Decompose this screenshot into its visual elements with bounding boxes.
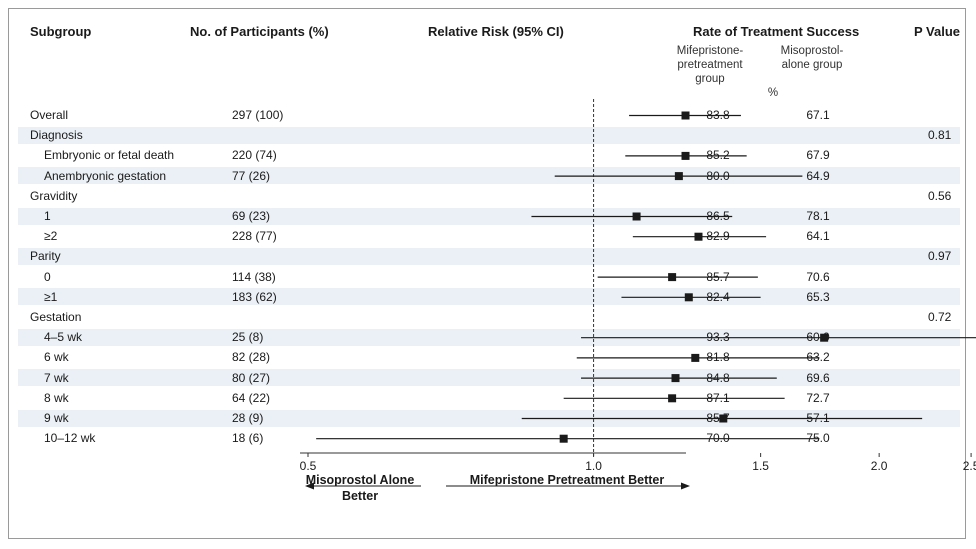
row-label: 0 [44, 269, 51, 284]
header-group2: Misoprostol-alone group [780, 45, 844, 71]
row-rate-misoprostol: 64.1 [806, 229, 830, 244]
row-participants: 25 (8) [232, 330, 264, 345]
right-favors-label: Mifepristone Pretreatment Better [469, 473, 665, 487]
row-rate-misoprostol: 72.7 [806, 390, 830, 405]
row-shading [18, 126, 960, 144]
header-relative-risk: Relative Risk (95% CI) [428, 24, 564, 39]
point-estimate [668, 273, 677, 282]
tick-label: 2.5 [963, 459, 976, 473]
point-estimate [681, 151, 690, 160]
row-participants: 114 (38) [232, 269, 276, 284]
row-pvalue: 0.56 [928, 188, 952, 203]
point-estimate [684, 293, 693, 302]
header-percent: % [767, 87, 779, 99]
point-estimate [820, 333, 829, 342]
row-rate-misoprostol: 78.1 [806, 209, 830, 223]
header-rate: Rate of Treatment Success [693, 24, 860, 39]
row-label: Parity [30, 249, 61, 264]
row-shading [18, 288, 960, 306]
row-participants: 220 (74) [232, 148, 277, 163]
left-arrow-head [305, 482, 314, 490]
figure-frame [8, 8, 966, 539]
x-axis-ticks: 0.51.01.52.02.53.0 [300, 453, 976, 473]
point-estimate [694, 232, 703, 241]
left-favors-label: Misoprostol Alone Better [305, 473, 415, 503]
row-shading [18, 369, 960, 387]
tick-label: 1.0 [585, 459, 602, 473]
row-label: 8 wk [44, 390, 69, 405]
row-label: 4–5 wk [44, 330, 83, 345]
row-label: 1 [44, 209, 51, 223]
row-participants: 297 (100) [232, 108, 284, 122]
header-participants: No. of Participants (%) [190, 24, 329, 39]
direction-arrows [305, 482, 690, 490]
row-rate-misoprostol: 64.9 [806, 168, 830, 183]
point-estimate [691, 353, 700, 362]
point-estimate [674, 172, 683, 181]
point-estimate [681, 111, 690, 120]
header-subgroup: Subgroup [30, 24, 92, 39]
row-label: Anembryonic gestation [44, 168, 167, 183]
header-pvalue: P Value [914, 24, 961, 39]
row-label: Diagnosis [30, 128, 83, 143]
tick-label: 1.5 [752, 459, 769, 473]
row-participants: 18 (6) [232, 431, 264, 446]
row-shading [18, 167, 960, 185]
row-label: 10–12 wk [44, 431, 96, 446]
point-estimate [632, 212, 641, 221]
point-estimate [559, 434, 568, 443]
point-estimate [719, 414, 728, 423]
right-arrow-head [681, 482, 690, 490]
row-rate-misoprostol: 67.1 [806, 108, 830, 122]
row-label: ≥2 [44, 229, 58, 244]
row-label: Overall [30, 108, 69, 122]
row-rate-misoprostol: 67.9 [806, 148, 830, 163]
tick-label: 0.5 [300, 459, 317, 473]
row-pvalue: 0.72 [928, 310, 952, 324]
row-label: Embryonic or fetal death [44, 148, 175, 163]
row-rate-misoprostol: 70.6 [806, 269, 830, 284]
row-participants: 183 (62) [232, 289, 277, 304]
row-label: Gravidity [30, 188, 78, 203]
row-shading [18, 328, 960, 346]
row-rate-misoprostol: 69.6 [806, 370, 830, 385]
row-participants: 82 (28) [232, 350, 271, 365]
row-shading [18, 247, 960, 265]
point-estimate [668, 394, 677, 403]
row-label: 6 wk [44, 350, 69, 365]
row-label: 7 wk [44, 370, 69, 385]
row-participants: 80 (27) [232, 370, 271, 385]
point-estimate [671, 374, 680, 383]
row-participants: 228 (77) [232, 229, 277, 244]
tick-label: 2.0 [871, 459, 888, 473]
plot-marks [316, 111, 976, 443]
row-label: 9 wk [44, 411, 69, 425]
row-pvalue: 0.97 [928, 249, 952, 264]
row-label: ≥1 [44, 289, 58, 304]
row-pvalue: 0.81 [928, 128, 952, 143]
row-label: Gestation [30, 310, 82, 324]
row-rate-misoprostol: 65.3 [806, 289, 830, 304]
row-participants: 77 (26) [232, 168, 271, 183]
row-participants: 64 (22) [232, 390, 271, 405]
row-participants: 69 (23) [232, 209, 271, 223]
header-group1: Mifepristone-pretreatment group [676, 45, 744, 85]
row-participants: 28 (9) [232, 411, 264, 425]
row-shading [18, 207, 960, 225]
